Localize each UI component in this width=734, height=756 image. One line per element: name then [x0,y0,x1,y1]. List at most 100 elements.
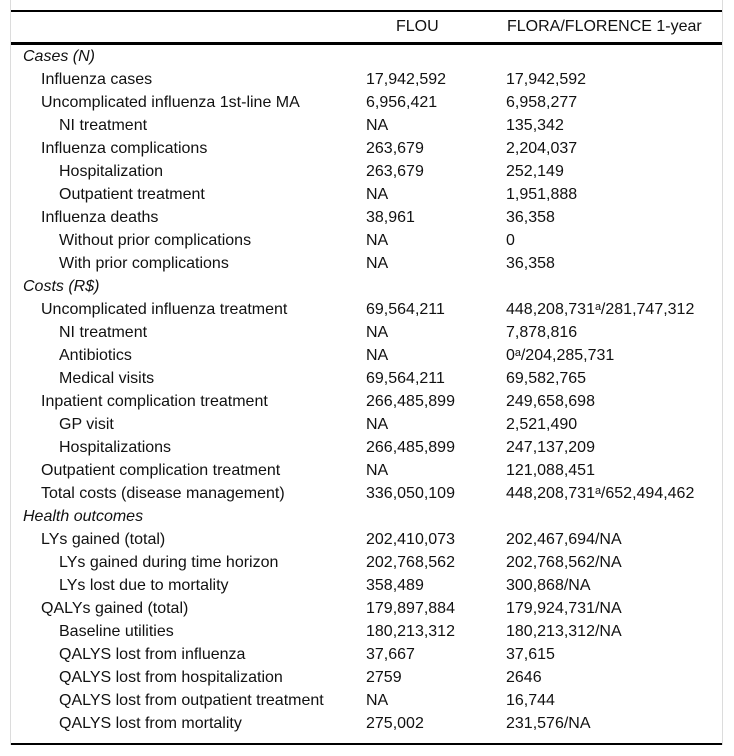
table-row: NI treatment NA 7,878,816 [11,321,722,344]
value-flou: 263,679 [366,140,424,157]
table-row: Hospitalization 263,679 252,149 [11,160,722,183]
table-row: Uncomplicated influenza 1st-line MA 6,956… [11,91,722,114]
value-flou: NA [366,416,389,433]
value-flora: 37,615 [506,646,555,663]
value-flora: 247,137,209 [506,439,595,456]
table-row: Influenza complications 263,679 2,204,037 [11,137,722,160]
value-flora: 36,358 [506,255,555,272]
value-flou: 275,002 [366,715,424,732]
row-label: Medical visits [59,370,155,387]
table-row: Uncomplicated influenza treatment 69,564,… [11,298,722,321]
value-flora: 202,467,694/NA [506,531,622,548]
row-label: LYs lost due to mortality [59,577,229,594]
section-title: Health outcomes [23,508,144,525]
value-flora: 135,342 [506,117,564,134]
value-flou: 263,679 [366,163,424,180]
table-header: FLOU FLORA/FLORENCE 1-year [11,11,722,45]
value-flou: NA [366,255,389,272]
row-label: Total costs (disease management) [41,485,285,502]
value-flou: NA [366,186,389,203]
row-label: QALYS lost from influenza [59,646,246,663]
value-flou: 37,667 [366,646,415,663]
row-label: Without prior complications [59,232,252,249]
value-flora: 36,358 [506,209,555,226]
table-row: QALYs gained (total) 179,897,884 179,924,7… [11,597,722,620]
value-flora: 6,958,277 [506,94,578,111]
value-flou: NA [366,324,389,341]
table-row: LYs lost due to mortality 358,489 300,868/… [11,574,722,597]
row-label: Baseline utilities [59,623,174,640]
value-flou: 69,564,211 [366,301,445,318]
row-label: Influenza cases [41,71,153,88]
table-row: Baseline utilities 180,213,312 180,213,312… [11,620,722,643]
table-row: LYs gained (total) 202,410,073 202,467,694… [11,528,722,551]
value-flou: NA [366,462,389,479]
table-row: QALYS lost from hospitalization 2759 2646 [11,666,722,689]
value-flora: 252,149 [506,163,564,180]
row-label: LYs gained during time horizon [59,554,279,571]
value-flou: 69,564,211 [366,370,445,387]
value-flou: NA [366,232,389,249]
row-label: Influenza complications [41,140,208,157]
row-label: QALYS lost from hospitalization [59,669,283,686]
value-flou: 180,213,312 [366,623,455,640]
value-flou: 202,410,073 [366,531,455,548]
value-flou: 202,768,562 [366,554,455,571]
value-flou: 38,961 [366,209,415,226]
value-flora: 300,868/NA [506,577,591,594]
row-label: Hospitalization [59,163,164,180]
table-row: Outpatient complication treatment NA 121,0… [11,459,722,482]
column-header-empty [11,11,366,45]
value-flou: 179,897,884 [366,600,455,617]
value-flou: NA [366,692,389,709]
header-row: FLOU FLORA/FLORENCE 1-year [11,11,722,45]
column-header-flou: FLOU [366,11,506,45]
value-flora: 448,208,731ᵃ/652,494,462 [506,485,695,502]
table-row: LYs gained during time horizon 202,768,56… [11,551,722,574]
value-flora: 249,658,698 [506,393,595,410]
row-label: NI treatment [59,117,148,134]
row-label: QALYs gained (total) [41,600,189,617]
value-flora: 0 [506,232,515,249]
row-label: QALYS lost from outpatient treatment [59,692,324,709]
section-row: Cases (N) [11,44,722,69]
table-row: With prior complications NA 36,358 [11,252,722,275]
value-flora: 179,924,731/NA [506,600,622,617]
value-flora: 7,878,816 [506,324,578,341]
row-label: Inpatient complication treatment [41,393,268,410]
table-row: Influenza deaths 38,961 36,358 [11,206,722,229]
value-flou: 266,485,899 [366,393,455,410]
table-container: FLOU FLORA/FLORENCE 1-year Cases (N) Infl… [10,0,723,745]
value-flou: 17,942,592 [366,71,447,88]
table-row: Hospitalizations 266,485,899 247,137,209 [11,436,722,459]
row-label: LYs gained (total) [41,531,166,548]
value-flora: 202,768,562/NA [506,554,622,571]
value-flora: 17,942,592 [506,71,587,88]
value-flou: NA [366,117,389,134]
row-label: Influenza deaths [41,209,159,226]
row-label: Outpatient treatment [59,186,205,203]
row-label: Hospitalizations [59,439,172,456]
row-label: GP visit [59,416,114,433]
row-label: With prior complications [59,255,229,272]
row-label: Uncomplicated influenza 1st-line MA [41,94,300,111]
table-row: QALYS lost from mortality 275,002 231,576/… [11,712,722,744]
table-body: Cases (N) Influenza cases 17,942,592 17,942… [11,44,722,745]
section-title: Cases (N) [23,48,96,65]
table-row: Outpatient treatment NA 1,951,888 [11,183,722,206]
outcomes-table: FLOU FLORA/FLORENCE 1-year Cases (N) Infl… [11,10,722,745]
row-label: NI treatment [59,324,148,341]
value-flora: 231,576/NA [506,715,591,732]
table-row: NI treatment NA 135,342 [11,114,722,137]
value-flou: 336,050,109 [366,485,455,502]
row-label: Uncomplicated influenza treatment [41,301,288,318]
value-flora: 2,204,037 [506,140,578,157]
table-row: QALYS lost from outpatient treatment NA 16… [11,689,722,712]
table-row: Medical visits 69,564,211 69,582,765 [11,367,722,390]
value-flou: 358,489 [366,577,424,594]
row-label: QALYS lost from mortality [59,715,242,732]
row-label: Antibiotics [59,347,132,364]
value-flora: 2646 [506,669,542,686]
value-flou: 6,956,421 [366,94,438,111]
